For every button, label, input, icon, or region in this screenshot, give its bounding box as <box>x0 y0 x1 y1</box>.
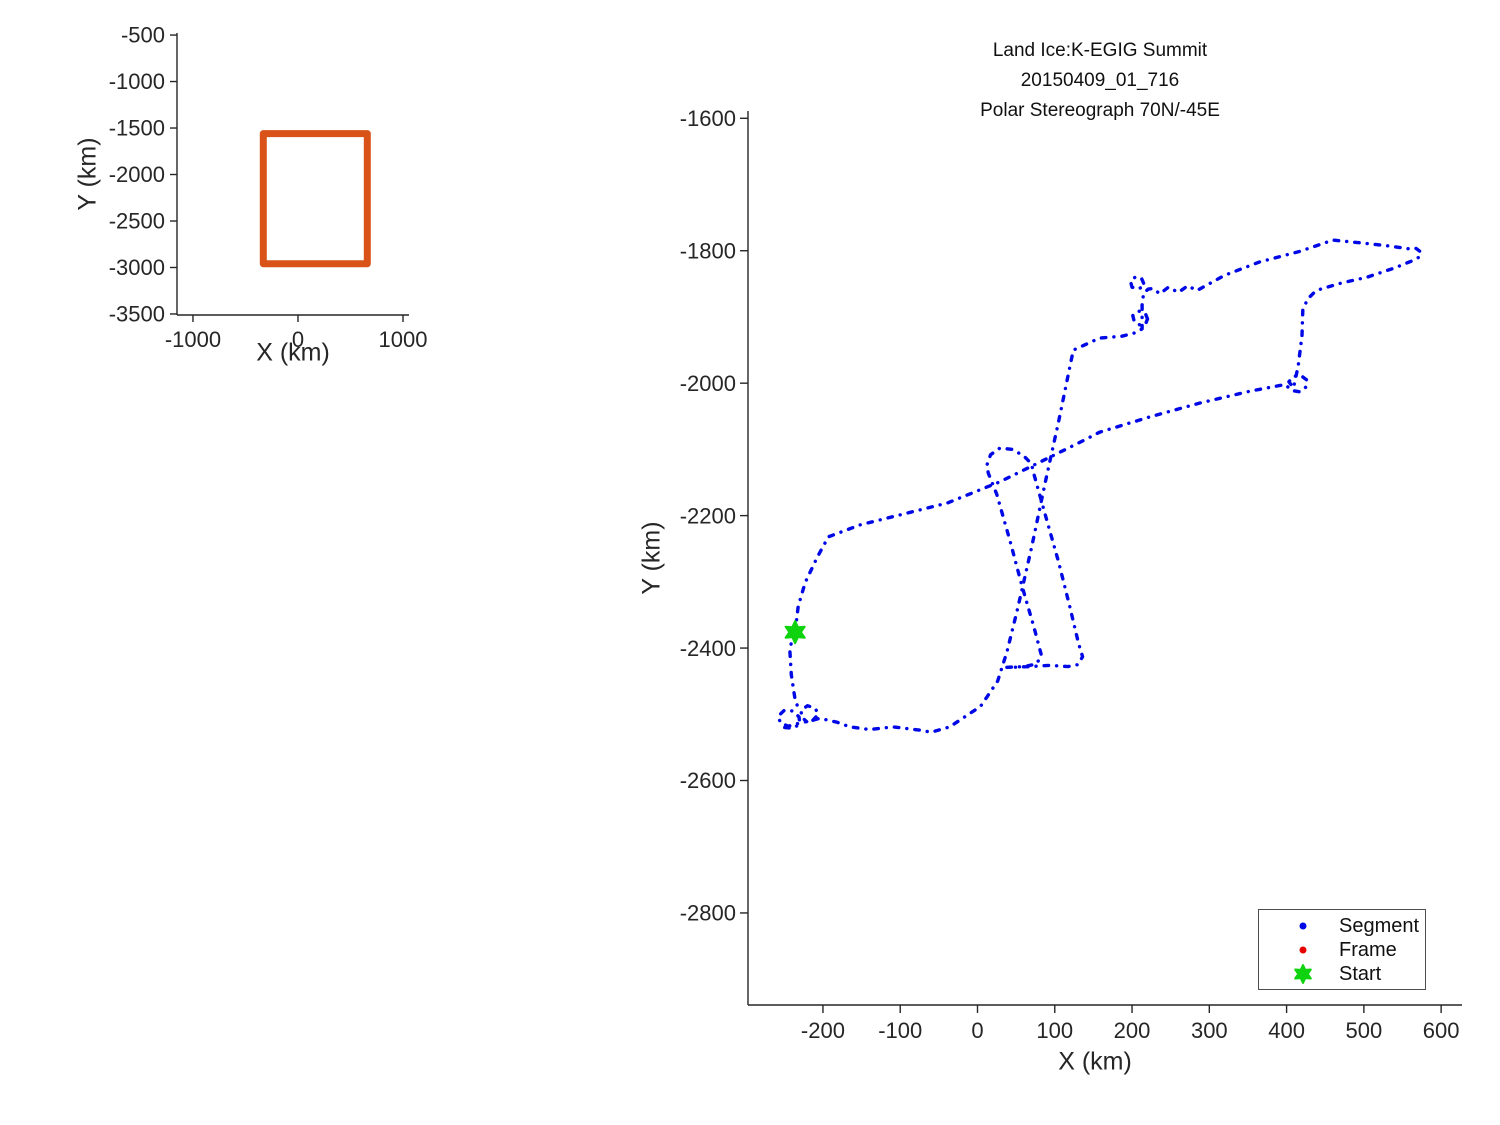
svg-text:300: 300 <box>1191 1018 1228 1043</box>
inset-x-axis-label: X (km) <box>256 338 330 367</box>
title-line-1: Land Ice:K-EGIG Summit <box>992 40 1208 61</box>
svg-text:-3500: -3500 <box>109 302 165 327</box>
svg-text:-1600: -1600 <box>680 106 736 131</box>
legend-label-start: Start <box>1339 962 1382 985</box>
start-hexagram-icon <box>1294 964 1312 984</box>
frame-dot-icon <box>1299 946 1307 954</box>
svg-text:1000: 1000 <box>379 327 428 352</box>
svg-text:-3000: -3000 <box>109 255 165 280</box>
title-line-2: 20150409_01_716 <box>1020 70 1180 91</box>
legend-label-segment: Segment <box>1339 914 1420 937</box>
svg-text:-2500: -2500 <box>109 209 165 234</box>
legend-label-frame: Frame <box>1339 938 1397 961</box>
svg-text:-200: -200 <box>801 1018 845 1043</box>
svg-text:-2800: -2800 <box>680 901 736 926</box>
svg-text:-100: -100 <box>878 1018 922 1043</box>
main-plot-title: Land Ice:K-EGIG Summit 20150409_01_716 P… <box>980 36 1220 126</box>
legend-item-start: Start <box>1259 962 1425 986</box>
svg-text:-1500: -1500 <box>109 116 165 141</box>
svg-text:500: 500 <box>1346 1018 1383 1043</box>
svg-text:-2000: -2000 <box>680 371 736 396</box>
svg-text:100: 100 <box>1036 1018 1073 1043</box>
svg-text:-1000: -1000 <box>165 327 221 352</box>
svg-text:0: 0 <box>292 327 304 352</box>
svg-text:200: 200 <box>1114 1018 1151 1043</box>
main-x-axis-label: X (km) <box>1058 1047 1132 1076</box>
svg-text:400: 400 <box>1268 1018 1305 1043</box>
svg-text:-2200: -2200 <box>680 503 736 528</box>
svg-text:-2400: -2400 <box>680 636 736 661</box>
segment-dot-icon <box>1299 922 1307 930</box>
main-y-axis-label: Y (km) <box>637 521 666 595</box>
legend-item-segment: Segment <box>1259 914 1425 938</box>
svg-text:-2600: -2600 <box>680 768 736 793</box>
legend: Segment Frame Start <box>1258 909 1426 990</box>
svg-text:-1800: -1800 <box>680 238 736 263</box>
svg-text:-2000: -2000 <box>109 162 165 187</box>
title-line-3: Polar Stereograph 70N/-45E <box>980 100 1220 121</box>
svg-text:600: 600 <box>1423 1018 1460 1043</box>
legend-item-frame: Frame <box>1259 938 1425 962</box>
svg-text:0: 0 <box>971 1018 983 1043</box>
svg-text:-1000: -1000 <box>109 69 165 94</box>
inset-y-axis-label: Y (km) <box>73 137 102 211</box>
svg-text:-500: -500 <box>121 23 165 48</box>
